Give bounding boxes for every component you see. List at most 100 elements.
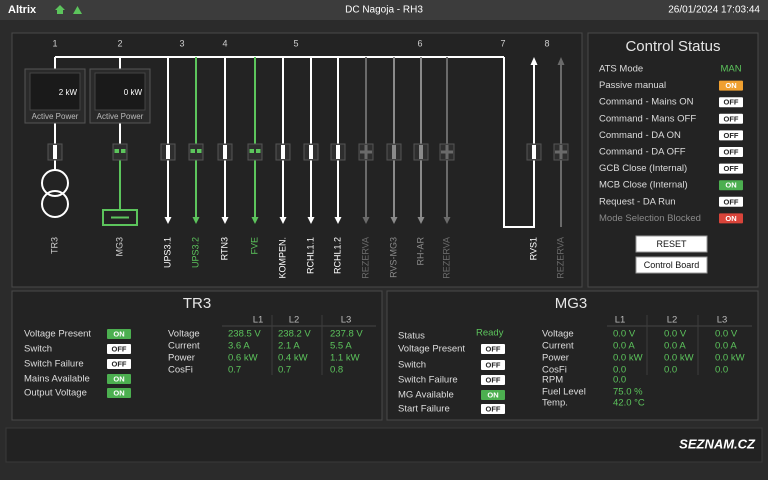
feeder-label: REZERVA bbox=[360, 237, 370, 279]
column-number: 1 bbox=[52, 38, 57, 48]
feeder-label: RTN3 bbox=[219, 237, 229, 260]
switch-symbol bbox=[223, 145, 227, 159]
column-number: 3 bbox=[179, 38, 184, 48]
indicator-label: Switch Failure bbox=[398, 375, 458, 386]
measure-label: Current bbox=[168, 341, 200, 352]
control-value: MAN bbox=[720, 64, 741, 75]
feeder-label: RVS-MG3 bbox=[388, 237, 398, 278]
measure-value: 0.0 V bbox=[664, 329, 687, 340]
control-label: Command - Mains ON bbox=[599, 97, 694, 108]
extra-label: Temp. bbox=[542, 398, 568, 409]
control-badge-text: OFF bbox=[724, 147, 739, 156]
control-label: Command - DA OFF bbox=[599, 147, 686, 158]
control-badge-text: ON bbox=[725, 214, 736, 223]
control-label: Command - DA ON bbox=[599, 130, 681, 141]
feeder-label: REZERVA bbox=[555, 237, 565, 279]
indicator-label: Switch Failure bbox=[24, 359, 84, 370]
measure-value: 0.0 kW bbox=[715, 353, 745, 364]
measure-value: 0.7 bbox=[228, 365, 241, 376]
measure-value: 0.0 A bbox=[664, 341, 686, 352]
indicator-label: MG Available bbox=[398, 390, 454, 401]
switch-symbol bbox=[360, 151, 372, 154]
feeder-label: RCHL1.2 bbox=[332, 237, 342, 274]
measure-value: 0.0 A bbox=[715, 341, 737, 352]
indicator-badge-text: ON bbox=[113, 329, 124, 338]
phase-header: L2 bbox=[289, 315, 300, 326]
measure-value: 0.0 V bbox=[715, 329, 738, 340]
measure-value: 0.0 V bbox=[613, 329, 636, 340]
indicator-label: Mains Available bbox=[24, 374, 90, 385]
column-number: 8 bbox=[544, 38, 549, 48]
status-label: Status bbox=[398, 331, 425, 342]
measure-value: 237.8 V bbox=[330, 329, 363, 340]
feeder-label: UPS3.1 bbox=[162, 237, 172, 268]
indicator-label: Start Failure bbox=[398, 404, 450, 415]
control-label: Command - Mans OFF bbox=[599, 113, 696, 124]
control-badge-text: ON bbox=[725, 81, 736, 90]
switch-symbol bbox=[336, 145, 340, 159]
extra-value: 42.0 °C bbox=[613, 398, 645, 409]
measure-label: Power bbox=[168, 353, 195, 364]
measure-value: 238.2 V bbox=[278, 329, 311, 340]
feeder-label: TR3 bbox=[49, 237, 59, 254]
phase-header: L3 bbox=[341, 315, 352, 326]
measure-value: 238.5 V bbox=[228, 329, 261, 340]
control-badge-text: OFF bbox=[724, 164, 739, 173]
phase-header: L3 bbox=[717, 315, 728, 326]
feeder-label: RCHL1.1 bbox=[305, 237, 315, 274]
measure-value: 0.0 bbox=[715, 365, 728, 376]
measure-value: 0.0 kW bbox=[664, 353, 694, 364]
mg3-title: MG3 bbox=[555, 295, 588, 312]
switch-symbol bbox=[392, 145, 396, 159]
status-value: Ready bbox=[476, 328, 504, 339]
control-label: Passive manual bbox=[599, 80, 666, 91]
switch-symbol bbox=[191, 149, 196, 153]
footer-bar bbox=[6, 428, 762, 462]
switch-symbol bbox=[115, 149, 120, 153]
indicator-label: Voltage Present bbox=[398, 344, 465, 355]
measure-value: 0.0 A bbox=[613, 341, 635, 352]
tr3-title: TR3 bbox=[183, 295, 211, 312]
switch-symbol bbox=[281, 145, 285, 159]
control-label: Mode Selection Blocked bbox=[599, 213, 701, 224]
measure-value: 2.1 A bbox=[278, 341, 300, 352]
indicator-badge-text: ON bbox=[113, 374, 124, 383]
column-number: 2 bbox=[117, 38, 122, 48]
indicator-label: Switch bbox=[24, 344, 52, 355]
extra-label: Fuel Level bbox=[542, 387, 586, 398]
phase-header: L2 bbox=[667, 315, 678, 326]
column-number: 4 bbox=[222, 38, 227, 48]
indicator-badge-text: ON bbox=[113, 388, 124, 397]
page-title: DC Nagoja - RH3 bbox=[345, 5, 423, 16]
switch-symbol bbox=[532, 145, 536, 159]
switch-symbol bbox=[250, 149, 255, 153]
control-badge-text: OFF bbox=[724, 197, 739, 206]
measure-value: 5.5 A bbox=[330, 341, 352, 352]
extra-label: RPM bbox=[542, 375, 563, 386]
button-label[interactable]: Control Board bbox=[644, 260, 700, 270]
feeder-label: RVS1 bbox=[528, 237, 538, 260]
switch-symbol bbox=[53, 145, 57, 159]
measure-label: Power bbox=[542, 353, 569, 364]
switch-symbol bbox=[166, 145, 170, 159]
feeder-label: FVE bbox=[249, 237, 259, 255]
brand: Altrix bbox=[8, 4, 37, 16]
switch-symbol bbox=[555, 151, 567, 154]
measure-value: 3.6 A bbox=[228, 341, 250, 352]
column-number: 5 bbox=[293, 38, 298, 48]
measure-value: 0.7 bbox=[278, 365, 291, 376]
control-label: GCB Close (Internal) bbox=[599, 163, 687, 174]
button-label[interactable]: RESET bbox=[656, 239, 687, 249]
indicator-badge-text: OFF bbox=[486, 344, 501, 353]
measure-value: 0.4 kW bbox=[278, 353, 308, 364]
indicator-badge-text: OFF bbox=[112, 344, 127, 353]
measure-value: 0.6 kW bbox=[228, 353, 258, 364]
indicator-label: Switch bbox=[398, 360, 426, 371]
power-value: 2 kW bbox=[59, 88, 78, 97]
feeder-label: UPS3.2 bbox=[190, 237, 200, 268]
indicator-badge-text: OFF bbox=[486, 360, 501, 369]
indicator-badge-text: OFF bbox=[112, 359, 127, 368]
control-label: Request - DA Run bbox=[599, 196, 676, 207]
indicator-label: Output Voltage bbox=[24, 388, 87, 399]
